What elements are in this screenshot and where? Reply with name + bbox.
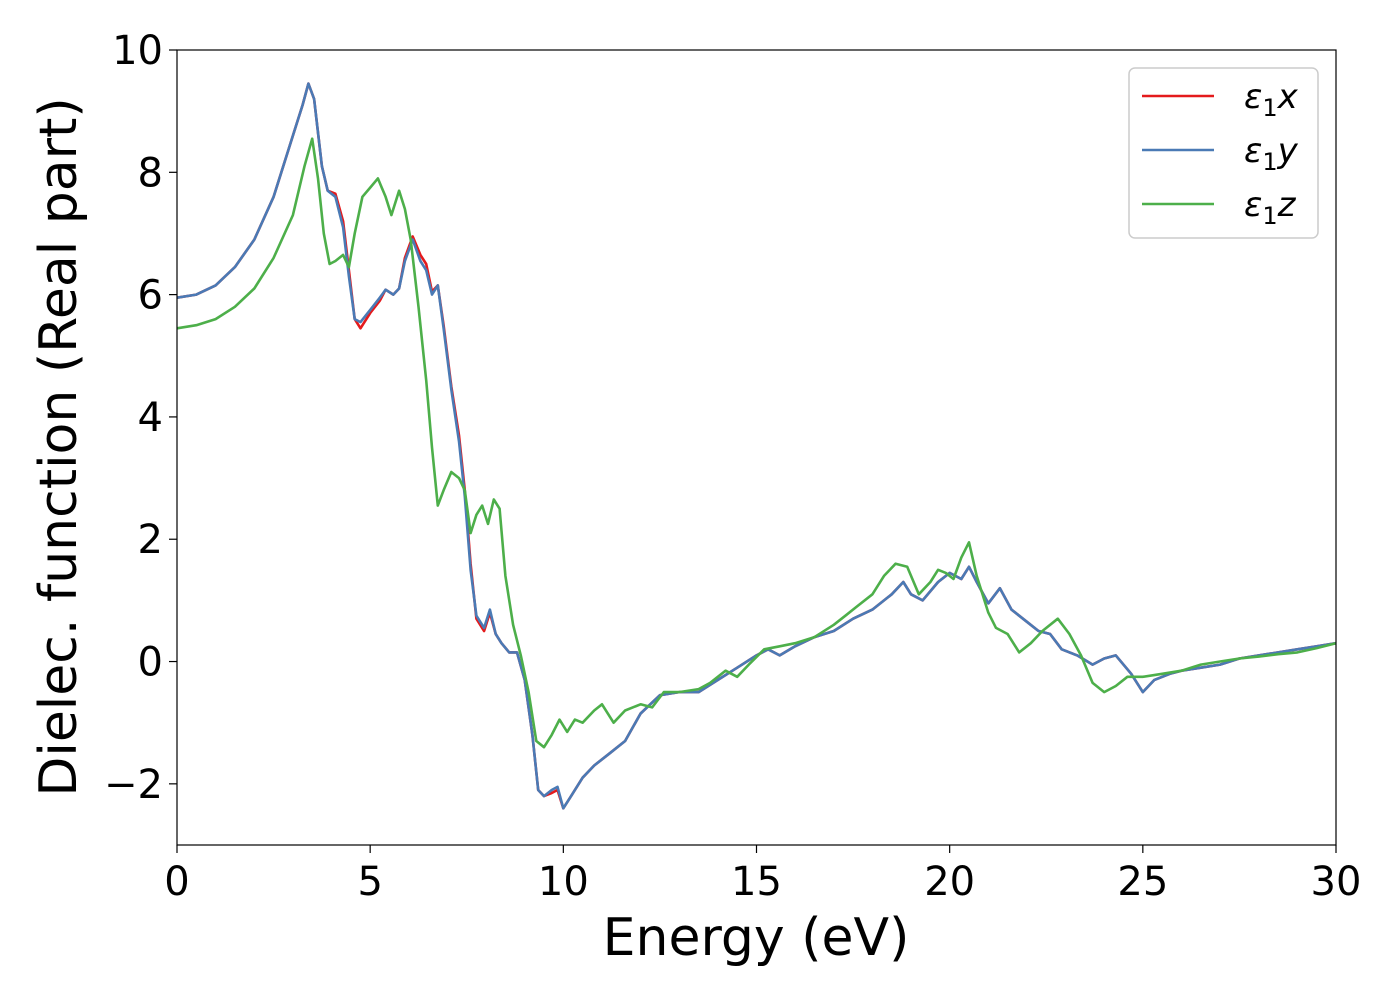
x-tick-label: 5	[357, 859, 382, 905]
legend-items: ε1x ε1y ε1z	[1142, 77, 1299, 230]
x-tick-label: 0	[164, 859, 189, 905]
x-axis-ticks: 0 5 10 15 20 25 30	[164, 845, 1361, 905]
x-tick-label: 15	[731, 859, 782, 905]
y-tick-label: −2	[104, 762, 163, 808]
legend-label-2: ε1z	[1244, 185, 1297, 230]
x-tick-label: 25	[1117, 859, 1168, 905]
x-tick-label: 20	[924, 859, 975, 905]
x-tick-label: 10	[538, 859, 589, 905]
y-tick-label: 10	[112, 28, 163, 74]
series-line-1	[176, 82, 1337, 810]
y-axis-title: Dielec. function (Real part)	[29, 97, 89, 796]
x-tick-label: 30	[1311, 859, 1362, 905]
series-layer	[176, 82, 1337, 810]
y-axis-ticks: −2 0 2 4 6 8 10	[104, 28, 177, 808]
y-tick-label: 2	[138, 517, 163, 563]
y-tick-label: 6	[138, 273, 163, 319]
y-tick-label: 8	[138, 150, 163, 196]
legend-label-1: ε1y	[1244, 131, 1299, 176]
y-tick-label: 0	[138, 640, 163, 686]
y-tick-label: 4	[138, 395, 163, 441]
legend-box	[1128, 67, 1319, 239]
x-axis-title: Energy (eV)	[603, 908, 910, 968]
legend-label-0: ε1x	[1244, 77, 1299, 122]
legend: ε1x ε1y ε1z	[1128, 67, 1319, 239]
series-line-2	[176, 137, 1337, 749]
